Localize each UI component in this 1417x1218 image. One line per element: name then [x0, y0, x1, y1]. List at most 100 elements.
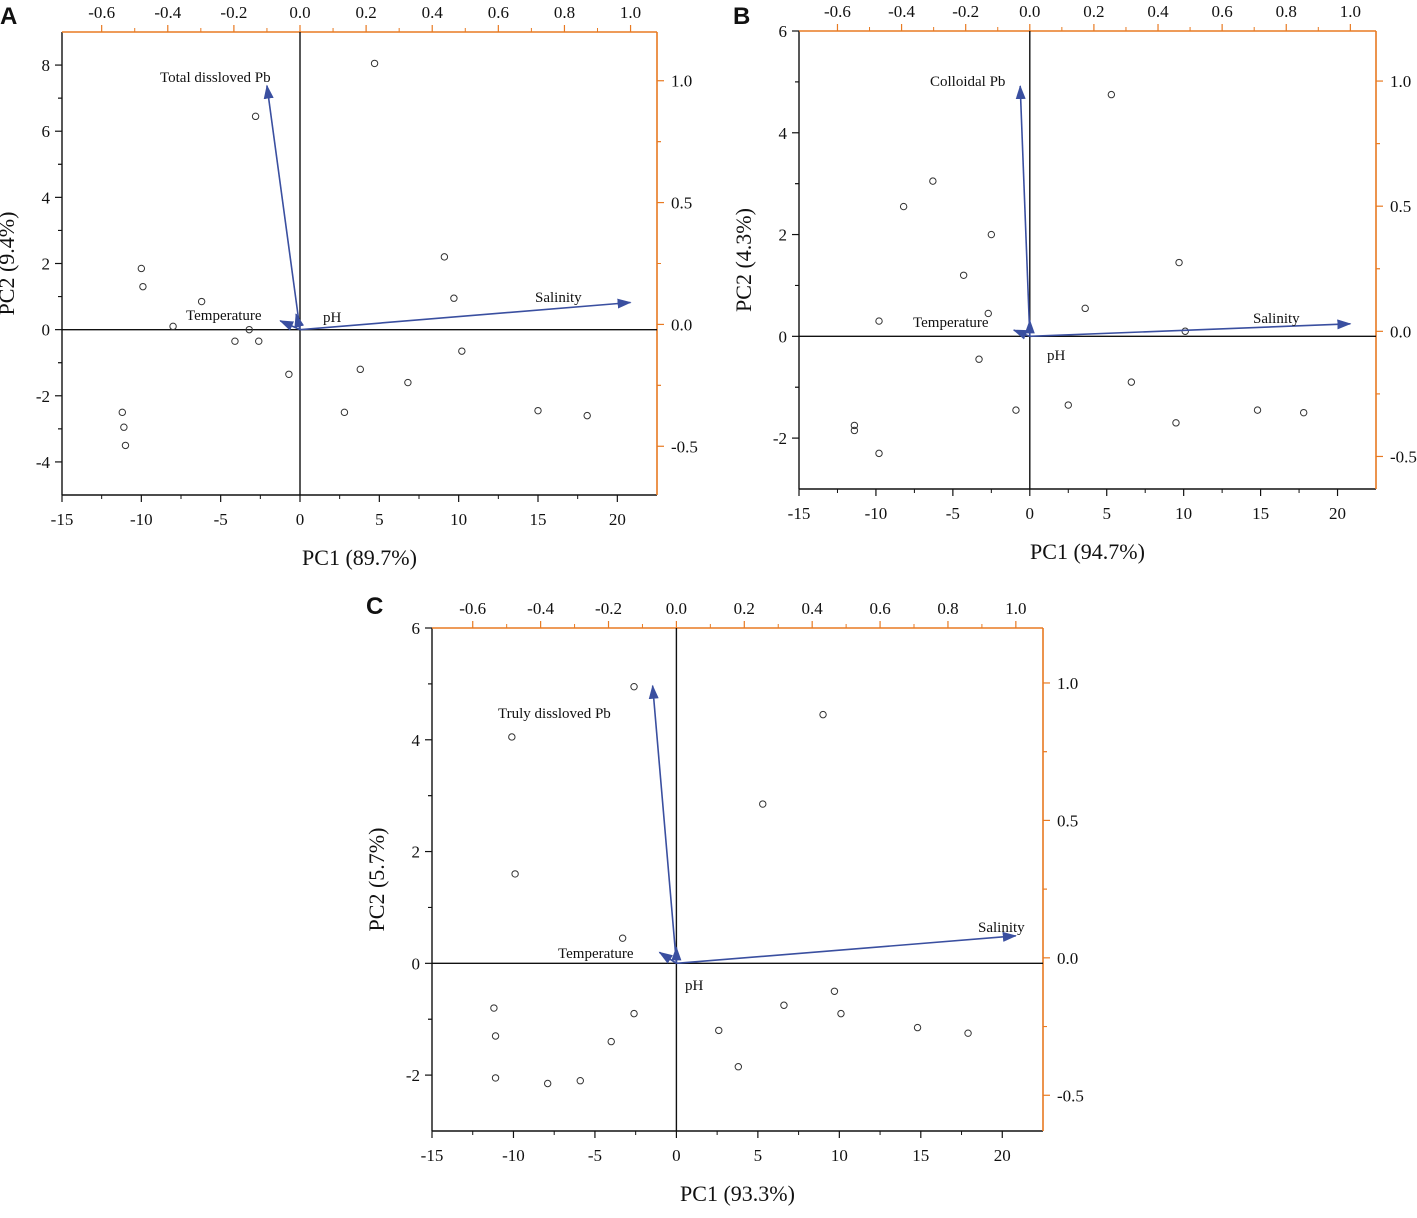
panel-a: A -15 -10 -5 0 5 10 15 20 -4 -2 0 2 4 6 8 -0.6 -0.4 -0.2 0.… [0, 3, 698, 570]
score-point [251, 112, 260, 121]
top-tick-label: 0.4 [422, 3, 444, 22]
score-point [875, 449, 883, 458]
right-tick-label: 0.5 [1390, 197, 1411, 216]
top-tick-label: 0.2 [734, 599, 755, 618]
x-tick-label: 15 [530, 510, 547, 529]
top-tick-label: 0.6 [1212, 2, 1233, 21]
score-point [1299, 408, 1308, 417]
x-tick-label: 15 [1252, 504, 1269, 523]
right-tick-label: 0.5 [671, 194, 692, 213]
x-tick-label: 20 [609, 510, 626, 529]
x-tick-label: 0 [672, 1146, 681, 1165]
score-point [139, 282, 147, 291]
score-point [759, 800, 767, 808]
loading-arrow [294, 313, 305, 330]
right-tick-label: -0.5 [1390, 447, 1417, 466]
score-point [370, 59, 379, 68]
score-point [197, 297, 206, 306]
score-point [630, 1009, 638, 1018]
top-tick-label: 0.8 [1276, 2, 1297, 21]
score-point [534, 406, 542, 415]
score-point [1175, 258, 1183, 267]
x-tick-label: -15 [788, 504, 811, 523]
y-axis-title: PC2 (5.7%) [364, 828, 389, 932]
x-tick-label: 10 [1175, 504, 1192, 523]
score-point [830, 987, 839, 995]
y-tick-label: 6 [779, 22, 788, 41]
score-point [1012, 406, 1020, 414]
score-point [490, 1004, 498, 1012]
top-tick-label: -0.2 [220, 3, 247, 22]
score-point [120, 423, 128, 431]
score-point [987, 230, 996, 239]
loading-label: Truly dissloved Pb [498, 706, 611, 722]
score-point [440, 253, 449, 261]
score-point [984, 309, 992, 318]
y-tick-label: -4 [36, 453, 51, 472]
score-point [850, 426, 859, 435]
score-point [356, 365, 364, 374]
top-tick-label: 0.2 [355, 3, 376, 22]
score-point [850, 421, 859, 430]
y-axis-title: PC2 (4.3%) [731, 208, 756, 312]
y-tick-label: -2 [36, 387, 50, 406]
y-tick-label: -2 [406, 1066, 420, 1085]
loading-label: Salinity [978, 920, 1025, 936]
loading-label: pH [1047, 348, 1066, 364]
y-tick-label: 0 [779, 327, 788, 346]
loading-label: Colloidal Pb [930, 74, 1005, 90]
top-tick-label: -0.6 [88, 3, 115, 22]
right-tick-label: 1.0 [1390, 72, 1411, 91]
x-tick-label: 20 [994, 1146, 1011, 1165]
x-tick-label: 10 [831, 1146, 848, 1165]
x-tick-label: 5 [375, 510, 384, 529]
score-point [929, 177, 937, 185]
top-tick-label: 0.0 [289, 3, 310, 22]
top-tick-label: -0.2 [595, 599, 622, 618]
score-point [491, 1032, 500, 1040]
score-point [1181, 327, 1189, 335]
score-point [819, 710, 827, 719]
top-tick-label: -0.6 [824, 2, 851, 21]
x-tick-label: 20 [1329, 504, 1346, 523]
y-tick-label: 8 [42, 56, 51, 75]
x-axis-title: PC1 (89.7%) [302, 545, 417, 570]
y-axis-title: PC2 (9.4%) [0, 212, 19, 316]
top-tick-label: -0.4 [888, 2, 915, 21]
score-point [458, 347, 466, 355]
loading-arrow [299, 298, 632, 331]
score-point [137, 264, 146, 273]
loading-label: pH [323, 310, 342, 326]
top-tick-label: 0.4 [1147, 2, 1169, 21]
loading-arrow [658, 951, 677, 965]
score-point [543, 1079, 552, 1088]
score-point [508, 733, 516, 741]
x-tick-label: 10 [450, 510, 467, 529]
x-tick-label: 5 [754, 1146, 763, 1165]
score-point [169, 322, 177, 331]
score-point [975, 355, 983, 363]
score-point [715, 1026, 723, 1035]
x-tick-label: -15 [51, 510, 74, 529]
score-point [1081, 304, 1089, 313]
top-tick-label: 0.0 [1019, 2, 1040, 21]
x-tick-label: 15 [912, 1146, 929, 1165]
y-tick-label: 0 [412, 954, 421, 973]
score-point [1064, 401, 1072, 409]
top-tick-label: -0.6 [459, 599, 486, 618]
y-tick-label: 4 [412, 731, 421, 750]
y-tick-label: 2 [42, 255, 51, 274]
x-tick-label: -10 [865, 504, 888, 523]
loading-arrow [1015, 85, 1031, 337]
score-point [121, 441, 130, 450]
loading-label: Salinity [1253, 311, 1300, 327]
score-point [899, 202, 908, 211]
loading-arrow [648, 684, 678, 964]
x-tick-label: -10 [130, 510, 153, 529]
x-tick-label: -5 [588, 1146, 602, 1165]
score-point [118, 408, 126, 417]
score-point [630, 682, 638, 691]
score-point [340, 408, 349, 417]
